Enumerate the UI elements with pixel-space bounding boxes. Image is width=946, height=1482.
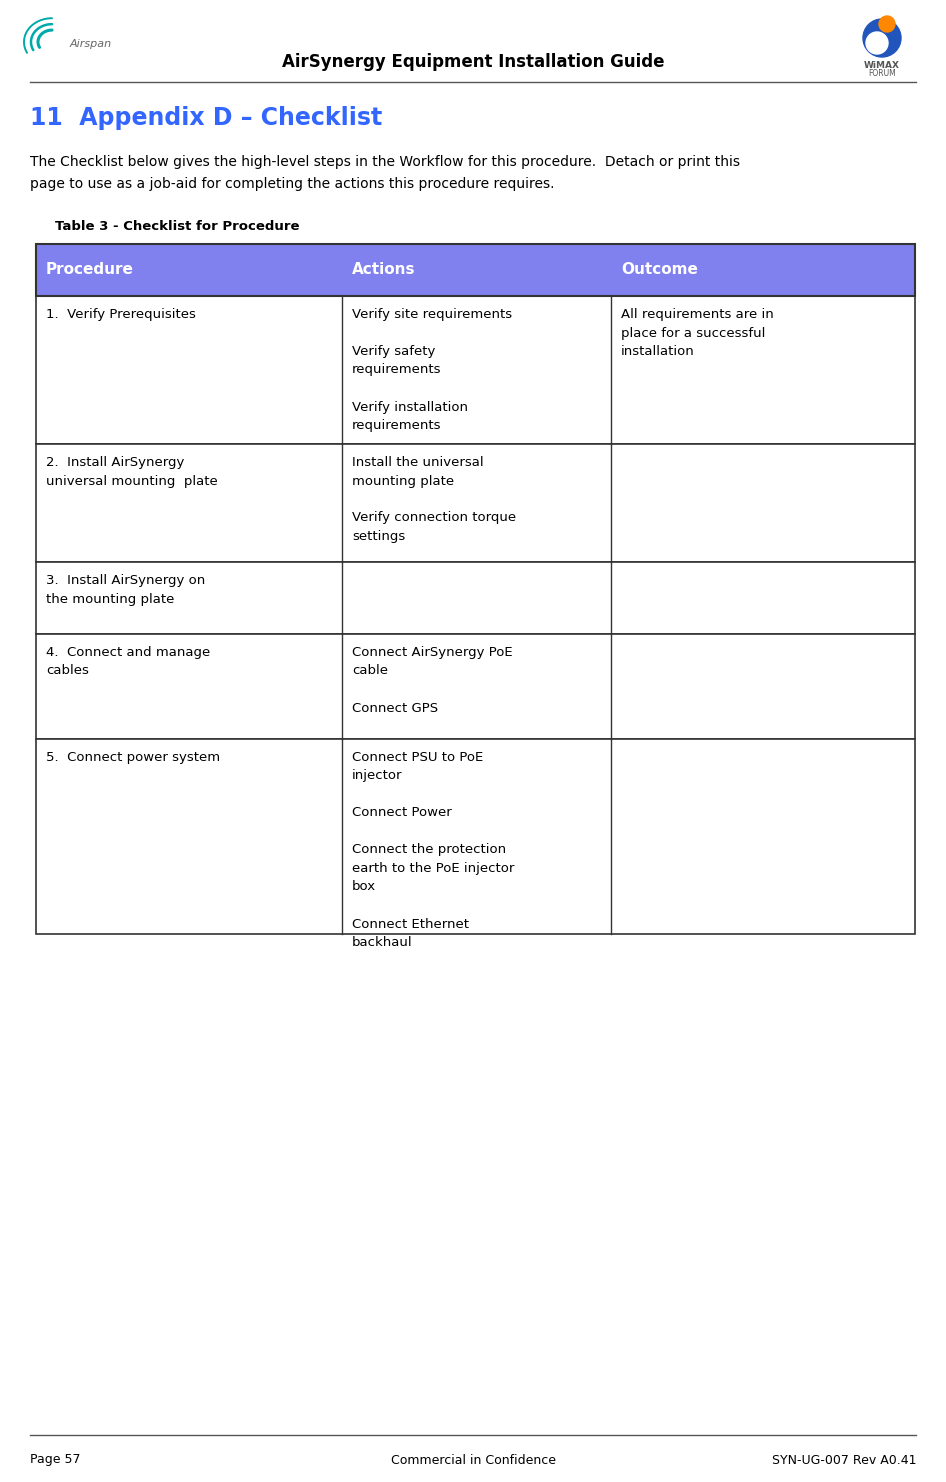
Bar xyxy=(36,445,915,562)
Bar xyxy=(36,740,915,934)
Circle shape xyxy=(863,19,901,56)
Text: AirSynergy Equipment Installation Guide: AirSynergy Equipment Installation Guide xyxy=(282,53,664,71)
Circle shape xyxy=(879,16,895,33)
Text: 4.  Connect and manage
cables: 4. Connect and manage cables xyxy=(46,646,210,677)
Text: Outcome: Outcome xyxy=(621,262,698,277)
Text: Connect AirSynergy PoE
cable

Connect GPS: Connect AirSynergy PoE cable Connect GPS xyxy=(352,646,513,714)
Text: Table 3 - Checklist for Procedure: Table 3 - Checklist for Procedure xyxy=(55,219,300,233)
Text: All requirements are in
place for a successful
installation: All requirements are in place for a succ… xyxy=(621,308,774,359)
Text: 1.  Verify Prerequisites: 1. Verify Prerequisites xyxy=(46,308,196,322)
Text: Install the universal
mounting plate

Verify connection torque
settings: Install the universal mounting plate Ver… xyxy=(352,456,516,542)
Text: Actions: Actions xyxy=(352,262,415,277)
Bar xyxy=(36,634,915,740)
Text: WiMAX: WiMAX xyxy=(864,61,900,70)
Text: Procedure: Procedure xyxy=(46,262,134,277)
Bar xyxy=(36,296,915,445)
Text: 2.  Install AirSynergy
universal mounting  plate: 2. Install AirSynergy universal mounting… xyxy=(46,456,218,488)
Text: Page 57: Page 57 xyxy=(30,1454,80,1467)
Text: 3.  Install AirSynergy on
the mounting plate: 3. Install AirSynergy on the mounting pl… xyxy=(46,574,205,606)
Text: page to use as a job-aid for completing the actions this procedure requires.: page to use as a job-aid for completing … xyxy=(30,176,554,191)
Text: SYN-UG-007 Rev A0.41: SYN-UG-007 Rev A0.41 xyxy=(772,1454,916,1467)
Text: 11  Appendix D – Checklist: 11 Appendix D – Checklist xyxy=(30,107,382,130)
Text: Verify site requirements

Verify safety
requirements

Verify installation
requir: Verify site requirements Verify safety r… xyxy=(352,308,512,431)
Text: FORUM: FORUM xyxy=(868,68,896,77)
Text: The Checklist below gives the high-level steps in the Workflow for this procedur: The Checklist below gives the high-level… xyxy=(30,156,740,169)
Text: Airspan: Airspan xyxy=(70,39,113,49)
Text: 5.  Connect power system: 5. Connect power system xyxy=(46,751,220,765)
Text: Connect PSU to PoE
injector

Connect Power

Connect the protection
earth to the : Connect PSU to PoE injector Connect Powe… xyxy=(352,751,515,948)
Bar xyxy=(36,562,915,634)
Text: Commercial in Confidence: Commercial in Confidence xyxy=(391,1454,555,1467)
Circle shape xyxy=(866,33,888,53)
Bar xyxy=(36,245,915,296)
